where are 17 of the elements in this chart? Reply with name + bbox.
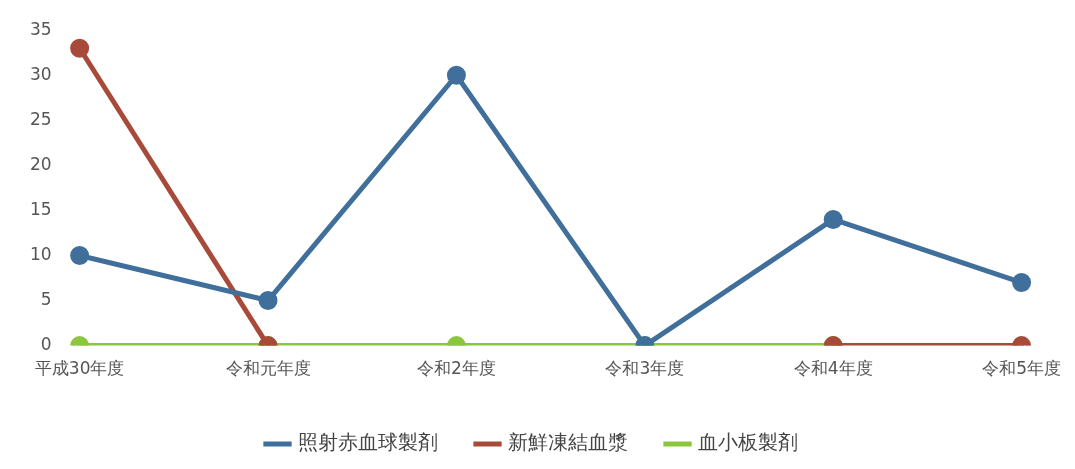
x-tick-label: 令和元年度 [225,358,311,379]
x-tick-label: 平成30年度 [34,358,125,379]
legend-label: 血小板製剤 [697,430,798,455]
x-tick-label: 令和5年度 [982,358,1062,379]
y-tick-label: 10 [29,243,52,264]
x-tick-label: 令和3年度 [605,358,685,379]
y-tick-label: 15 [29,198,52,219]
x-tick-label: 令和2年度 [417,358,496,379]
y-tick-label: 30 [29,63,52,84]
legend-label: 照射赤血球製剤 [297,430,438,455]
x-tick-label: 令和4年度 [793,358,873,379]
y-tick-label: 5 [40,288,52,309]
legend-label: 新鮮凍結血漿 [507,430,628,455]
y-tick-label: 0 [40,334,52,355]
y-tick-label: 35 [29,18,52,39]
y-tick-label: 25 [29,108,52,129]
y-tick-label: 20 [29,153,52,174]
